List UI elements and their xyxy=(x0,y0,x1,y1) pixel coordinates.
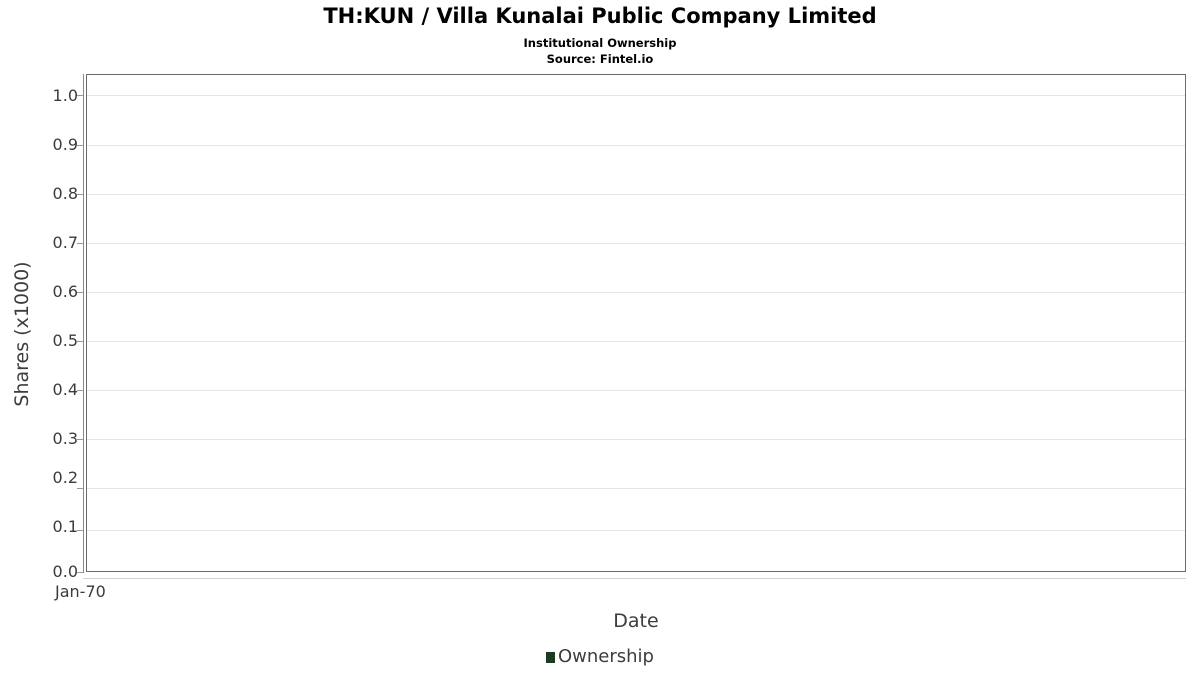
y-tick-mark xyxy=(77,530,83,531)
y-tick-label: 0.7 xyxy=(52,233,78,252)
legend-item-ownership[interactable]: Ownership xyxy=(546,648,654,666)
y-tick-label: 1.0 xyxy=(52,86,78,105)
y-tick-label: 0.1 xyxy=(52,517,78,536)
y-tick-label: 0.0 xyxy=(52,562,78,581)
chart-subtitle: Institutional Ownership xyxy=(523,36,677,50)
gridline xyxy=(87,341,1185,342)
y-tick-mark xyxy=(77,243,83,244)
gridline xyxy=(87,95,1185,96)
gridline xyxy=(87,292,1185,293)
y-tick-label: 0.4 xyxy=(52,380,78,399)
gridline xyxy=(87,488,1185,489)
gridline xyxy=(87,145,1185,146)
x-axis-title: Date xyxy=(613,610,659,632)
y-tick-mark xyxy=(77,341,83,342)
x-tick-label: Jan-70 xyxy=(55,582,106,601)
y-tick-label: 0.6 xyxy=(52,282,78,301)
y-tick-mark xyxy=(77,292,83,293)
y-axis-title: Shares (x1000) xyxy=(11,261,33,407)
y-tick-mark xyxy=(77,390,83,391)
y-tick-mark xyxy=(77,572,83,573)
series-layer-ownership xyxy=(87,75,1185,571)
y-tick-label: 0.2 xyxy=(52,468,78,487)
y-tick-label: 0.8 xyxy=(52,184,78,203)
y-tick-mark xyxy=(77,194,83,195)
gridline xyxy=(87,194,1185,195)
y-tick-mark xyxy=(77,145,83,146)
gridline xyxy=(87,390,1185,391)
x-axis-line xyxy=(83,578,1186,579)
legend-item-label: Ownership xyxy=(558,646,654,667)
y-tick-mark xyxy=(77,488,83,489)
y-tick-label: 0.3 xyxy=(52,429,78,448)
chart-title: TH:KUN / Villa Kunalai Public Company Li… xyxy=(323,4,877,28)
gridline xyxy=(87,530,1185,531)
plot-area xyxy=(86,74,1186,572)
gridline xyxy=(87,243,1185,244)
chart-legend: Ownership xyxy=(0,648,1200,666)
y-tick-label: 0.5 xyxy=(52,331,78,350)
gridline xyxy=(87,439,1185,440)
chart-source: Source: Fintel.io xyxy=(546,52,654,66)
legend-swatch-icon xyxy=(546,651,555,663)
y-tick-mark xyxy=(77,95,83,96)
y-tick-label: 0.9 xyxy=(52,135,78,154)
y-axis-line xyxy=(83,74,84,573)
y-tick-mark xyxy=(77,439,83,440)
